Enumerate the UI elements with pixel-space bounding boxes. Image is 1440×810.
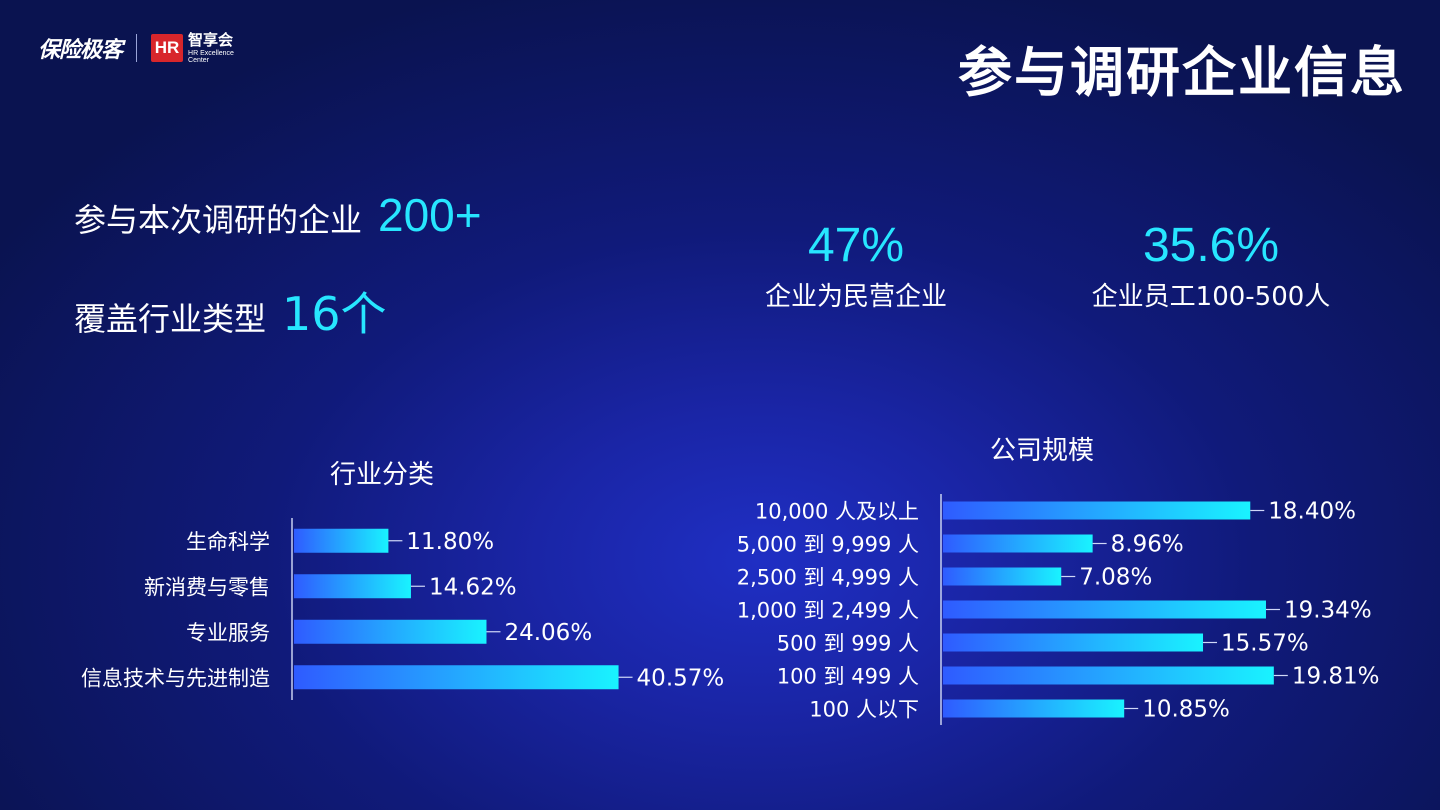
value-label: 7.08% bbox=[1079, 565, 1152, 591]
companies-label: 参与本次调研的企业 bbox=[74, 201, 363, 239]
value-label: 11.80% bbox=[406, 529, 494, 555]
hr-cn-name: 智享会 bbox=[188, 30, 234, 49]
value-label: 19.81% bbox=[1292, 664, 1380, 690]
bar bbox=[943, 534, 1093, 553]
private-enterprise-desc: 企业为民营企业 bbox=[764, 282, 947, 312]
brand-logos: 保险极客 HR 智享会 HR Excellence Center bbox=[38, 30, 234, 66]
category-label: 100 人以下 bbox=[809, 698, 919, 722]
industry-chart-title: 行业分类 bbox=[330, 460, 435, 490]
hr-en-line2: Center bbox=[188, 56, 210, 64]
category-label: 1,000 到 2,499 人 bbox=[737, 599, 919, 623]
category-label: 专业服务 bbox=[186, 621, 270, 645]
hr-en-line1: HR Excellence bbox=[188, 49, 234, 57]
employee-size-desc: 企业员工100-500人 bbox=[1091, 282, 1331, 312]
category-label: 100 到 499 人 bbox=[777, 665, 919, 689]
employee-size-value: 35.6% bbox=[1142, 219, 1280, 272]
bar bbox=[294, 665, 619, 690]
value-label: 19.34% bbox=[1284, 598, 1372, 624]
hr-excellence-logo: 智享会 HR Excellence Center bbox=[188, 30, 234, 64]
category-label: 10,000 人及以上 bbox=[755, 500, 919, 524]
category-label: 信息技术与先进制造 bbox=[81, 666, 270, 690]
size-chart-title: 公司规模 bbox=[990, 436, 1095, 466]
bar bbox=[294, 619, 487, 644]
employee-size-stat: 35.6% 企业员工100-500人 bbox=[1061, 222, 1361, 313]
value-label: 18.40% bbox=[1268, 499, 1356, 525]
category-label: 新消费与零售 bbox=[144, 575, 270, 599]
logo-divider bbox=[136, 34, 138, 62]
companies-value: 200+ bbox=[378, 189, 482, 241]
value-label: 24.06% bbox=[504, 620, 592, 646]
industries-value: 16个 bbox=[282, 287, 387, 341]
category-label: 5,000 到 9,999 人 bbox=[737, 533, 919, 557]
page-title: 参与调研企业信息 bbox=[958, 41, 1406, 104]
category-label: 500 到 999 人 bbox=[777, 632, 919, 656]
bar bbox=[294, 528, 389, 553]
private-enterprise-value: 47% bbox=[807, 219, 905, 272]
industries-stat: 覆盖行业类型 16个 bbox=[74, 278, 387, 344]
industry-bar-chart: 生命科学 11.80% 新消费与零售 14.62% 专业服务 24.06% 信息技术与先进制… bbox=[81, 518, 724, 700]
bar bbox=[943, 600, 1266, 619]
category-label: 生命科学 bbox=[186, 530, 270, 554]
value-label: 14.62% bbox=[429, 574, 517, 600]
bar bbox=[943, 633, 1204, 652]
bar bbox=[943, 501, 1251, 520]
private-enterprise-stat: 47% 企业为民营企业 bbox=[706, 222, 1006, 313]
value-label: 10.85% bbox=[1142, 697, 1230, 723]
companies-stat: 参与本次调研的企业 200+ bbox=[74, 188, 482, 242]
bar bbox=[294, 574, 411, 599]
bar bbox=[943, 699, 1125, 718]
bar bbox=[943, 567, 1062, 586]
value-label: 40.57% bbox=[637, 665, 725, 691]
category-label: 2,500 到 4,999 人 bbox=[737, 566, 919, 590]
bar bbox=[943, 666, 1274, 685]
hr-logo-badge: HR bbox=[151, 34, 184, 62]
value-label: 8.96% bbox=[1111, 532, 1184, 558]
value-label: 15.57% bbox=[1221, 631, 1309, 657]
company-size-bar-chart: 10,000 人及以上 18.40% 5,000 到 9,999 人 8.96% 2,5… bbox=[737, 494, 1380, 725]
insurance-geek-logo: 保险极客 bbox=[38, 38, 123, 63]
industries-label: 覆盖行业类型 bbox=[74, 300, 267, 338]
